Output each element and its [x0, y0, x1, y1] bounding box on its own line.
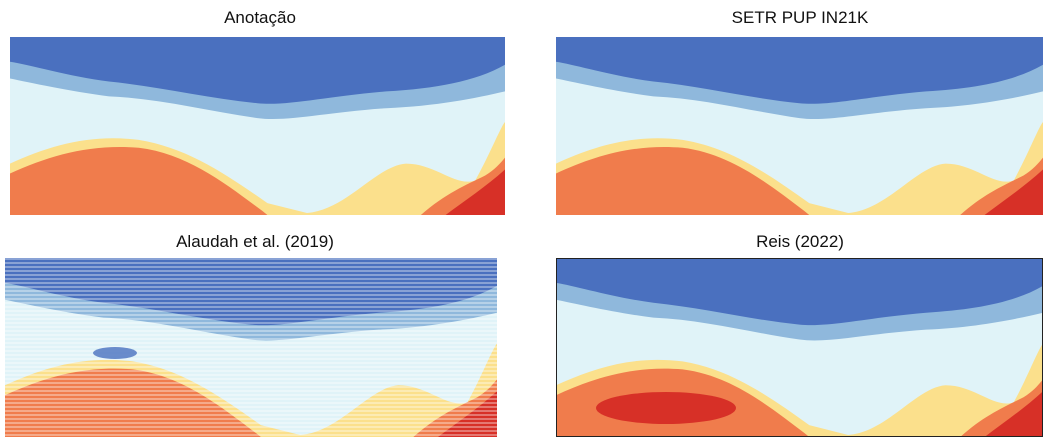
segmentation-image: [10, 37, 505, 215]
panel-title: SETR PUP IN21K: [550, 8, 1046, 28]
panel-title: Alaudah et al. (2019): [5, 232, 505, 252]
segmentation-image: [5, 258, 497, 437]
segmentation-image: [556, 258, 1043, 437]
segmentation-image: [556, 37, 1043, 215]
figure: Anotação SETR PUP IN21K Alaudah et al. (…: [0, 0, 1046, 439]
panel-title: Anotação: [10, 8, 510, 28]
panel-title: Reis (2022): [550, 232, 1046, 252]
